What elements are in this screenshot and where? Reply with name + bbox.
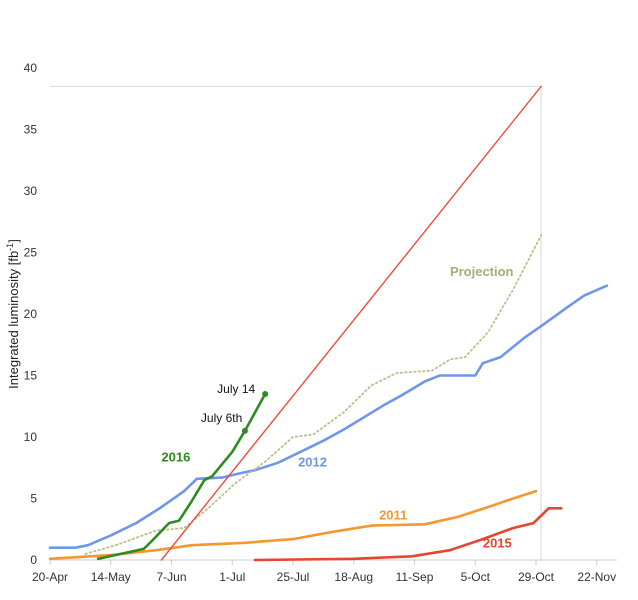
x-tick-label: 7-Jun [156,570,186,584]
series-line-target [160,85,542,561]
series-label-2012: 2012 [298,455,327,470]
series-line-2012 [48,284,609,550]
y-tick-label: 15 [24,369,38,383]
series-line-projection [84,234,542,555]
series-line-2011 [48,489,538,561]
data-point-marker [241,427,248,434]
x-tick-label: 22-Nov [577,570,616,584]
y-tick-label: 25 [24,246,38,260]
y-tick-label: 35 [24,123,38,137]
y-axis-title-bracket: ] [6,239,21,243]
data-point-marker [262,390,269,397]
x-tick-label: 5-Oct [461,570,491,584]
y-tick-label: 10 [24,430,38,444]
series-line-2016 [96,392,267,561]
y-axis-title: Integrated luminosity [fb-1] [5,239,21,389]
x-tick-label: 1-Jul [219,570,245,584]
y-tick-label: 40 [24,61,38,75]
y-tick-label: 0 [30,553,37,567]
series-label-2016: 2016 [161,450,190,465]
y-axis-title-superscript: -1 [5,243,15,251]
axes: 0 5 10 15 20 25 30 35 40 20-Apr 14-May 7-Jun 1-Jul 25… [5,61,617,584]
y-tick-label: 5 [30,492,37,506]
y-axis-title-text: Integrated luminosity [fb [6,251,21,389]
annotation-label: July 6th [201,411,242,425]
series-label-2015: 2015 [483,536,512,551]
label-layer: 2012 2011 2015 Projection 2016 July 14 July 6t… [161,264,513,551]
series-line-2015 [253,506,563,562]
series-label-2011: 2011 [379,507,407,522]
annotation-label: July 14 [217,382,255,396]
x-tick-label: 25-Jul [277,570,310,584]
x-tick-label: 14-May [91,570,131,584]
x-tick-label: 11-Sep [396,570,434,584]
x-tick-label: 29-Oct [518,570,555,584]
y-tick-label: 30 [24,184,38,198]
y-tick-label: 20 [24,307,38,321]
x-tick-label: 18-Aug [334,570,373,584]
x-tick-label: 20-Apr [32,570,68,584]
series-label-projection: Projection [450,264,514,279]
series-layer [48,85,609,562]
